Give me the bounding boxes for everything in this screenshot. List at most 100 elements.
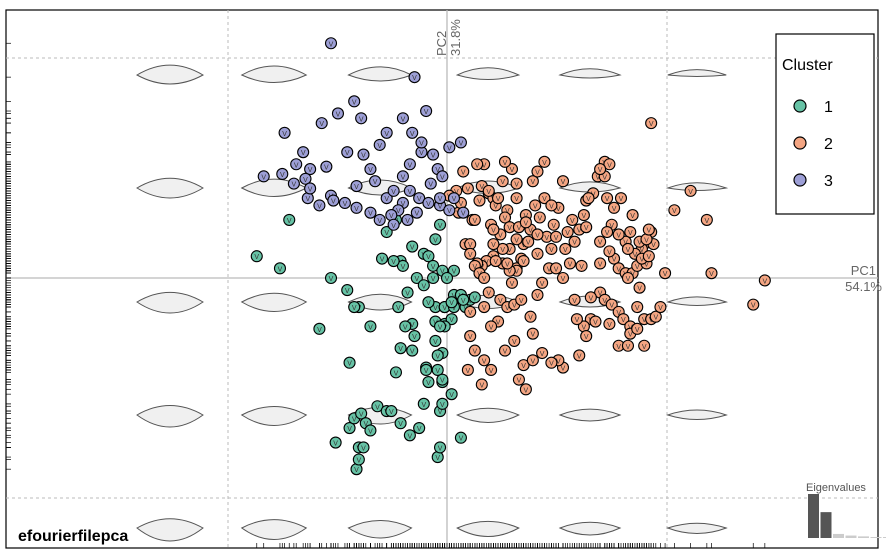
point-glyph: V (640, 257, 645, 264)
point-marker (403, 429, 416, 442)
point-glyph: V (537, 216, 542, 223)
point-marker (517, 255, 530, 268)
point-glyph: V (505, 261, 510, 268)
point-glyph: V (635, 305, 640, 312)
point-glyph: V (454, 189, 459, 196)
data-point: V (536, 346, 549, 360)
point-glyph: V (503, 349, 508, 356)
data-point: V (573, 349, 586, 362)
point-glyph: V (584, 225, 589, 232)
data-point: V (556, 271, 570, 285)
point-marker (471, 158, 484, 171)
point-glyph: V (459, 201, 464, 208)
data-point: V (464, 330, 477, 343)
point-marker (568, 293, 581, 306)
point-marker (494, 293, 507, 306)
point-marker (457, 165, 470, 178)
point-marker (485, 363, 498, 377)
data-point: V (327, 194, 340, 207)
point-marker (433, 441, 447, 454)
data-point: V (561, 225, 574, 239)
point-glyph: V (377, 218, 382, 225)
data-point: V (517, 255, 530, 268)
data-point: V (387, 218, 400, 231)
data-point: V (431, 363, 444, 377)
point-marker (401, 213, 414, 226)
legend-title: Cluster (782, 57, 833, 74)
data-point: V (461, 182, 474, 195)
point-marker (522, 235, 535, 248)
point-glyph: V (361, 153, 366, 160)
point-glyph: V (554, 266, 559, 273)
data-point: V (373, 213, 386, 226)
data-point: V (443, 141, 456, 154)
point-glyph: V (510, 167, 515, 174)
point-glyph: V (521, 363, 526, 370)
point-glyph: V (261, 174, 266, 181)
point-marker (547, 218, 560, 231)
data-point: V (447, 264, 461, 277)
point-marker (573, 349, 586, 362)
point-marker (433, 218, 447, 231)
point-glyph: V (408, 162, 413, 169)
data-point: V (580, 221, 593, 234)
point-glyph: V (579, 264, 584, 271)
data-point: V (445, 313, 458, 326)
point-marker (621, 242, 635, 256)
point-marker (582, 192, 595, 205)
point-marker (545, 242, 558, 256)
eigenvalue-bar (858, 536, 869, 538)
point-marker (389, 366, 403, 379)
x-axis-percent: 54.1% (845, 279, 882, 294)
data-point: V (758, 274, 771, 287)
point-marker (624, 225, 637, 239)
point-glyph: V (459, 436, 464, 443)
point-glyph: V (589, 295, 594, 302)
point-marker (357, 441, 370, 454)
point-marker (445, 388, 458, 401)
data-point: V (468, 291, 481, 304)
point-marker (601, 192, 614, 205)
morphospace-shape (558, 408, 622, 422)
point-marker (482, 184, 495, 197)
point-marker (352, 453, 365, 466)
point-marker (329, 436, 342, 449)
data-point: V (633, 281, 646, 294)
eigenvalue-bar (808, 494, 819, 538)
point-glyph: V (626, 247, 631, 254)
data-point: V (329, 436, 342, 449)
data-point: V (433, 192, 447, 205)
morphospace-shape (136, 405, 204, 428)
point-glyph: V (435, 353, 440, 360)
point-marker (464, 330, 477, 343)
point-glyph: V (389, 409, 394, 416)
data-point: V (631, 300, 644, 314)
data-point: V (299, 172, 312, 185)
data-point: V (375, 252, 389, 265)
chart-title: efourierfilepca (18, 528, 128, 545)
data-point: V (603, 317, 616, 331)
data-point: V (433, 218, 447, 231)
point-glyph: V (282, 131, 287, 138)
point-glyph: V (498, 232, 503, 239)
data-point: V (403, 429, 416, 442)
data-point: V (380, 126, 393, 139)
y-axis-percent: 31.8% (448, 19, 463, 56)
point-glyph: V (426, 201, 431, 208)
point-glyph: V (421, 283, 426, 290)
point-marker (536, 346, 549, 360)
point-glyph: V (605, 230, 610, 237)
point-glyph: V (512, 303, 517, 310)
point-glyph: V (391, 259, 396, 266)
point-glyph: V (577, 228, 582, 235)
point-glyph: V (352, 99, 357, 106)
data-point: V (433, 441, 447, 454)
point-glyph: V (343, 201, 348, 208)
point-glyph: V (354, 206, 359, 213)
point-marker (320, 160, 333, 173)
data-point: V (324, 271, 338, 285)
point-glyph: V (354, 184, 359, 191)
point-marker (331, 107, 345, 120)
point-marker (380, 126, 393, 139)
point-marker (510, 192, 523, 205)
